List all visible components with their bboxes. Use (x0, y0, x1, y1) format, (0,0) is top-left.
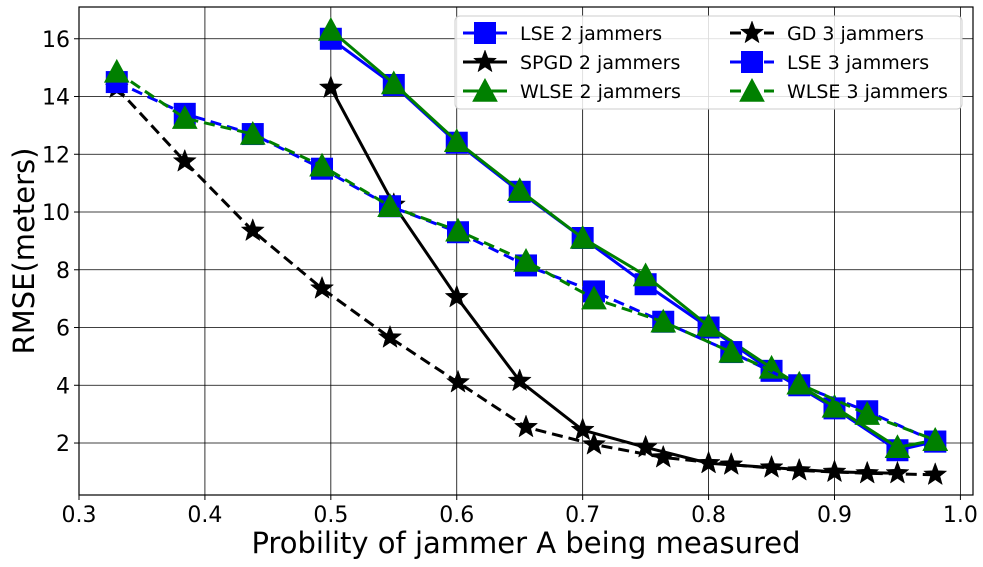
data-point (718, 339, 745, 363)
x-tick-label: 0.3 (62, 503, 97, 528)
data-point (443, 128, 470, 152)
data-point (922, 427, 949, 451)
data-point (309, 152, 335, 177)
y-tick-label: 14 (42, 86, 70, 111)
y-tick-label: 6 (56, 317, 70, 342)
y-tick-label: 4 (56, 374, 70, 399)
data-point (581, 285, 607, 310)
legend-label: SPGD 2 jammers (520, 52, 680, 74)
data-point (695, 313, 722, 337)
data-point (759, 454, 784, 478)
data-point (239, 121, 266, 145)
data-point (822, 459, 847, 483)
data-point (506, 177, 533, 202)
series-spgd-2-jammers (318, 75, 910, 484)
series-line (329, 87, 898, 475)
y-tick-label: 10 (42, 201, 70, 226)
legend-marker (472, 77, 498, 102)
data-point (923, 462, 948, 486)
data-point (444, 284, 469, 308)
data-point (445, 369, 471, 393)
legend-label: LSE 2 jammers (520, 23, 662, 45)
plot-series (103, 17, 949, 486)
data-point (103, 58, 130, 83)
data-point (650, 308, 677, 333)
legend-item: WLSE 2 jammers (463, 77, 681, 103)
data-point (885, 460, 910, 484)
x-tick-label: 0.5 (313, 503, 348, 528)
series-wlse-3-jammers (103, 58, 949, 451)
x-axis-ticks: 0.3 0.4 0.5 0.6 0.7 0.8 0.9 1.0 (62, 495, 978, 528)
y-tick-label: 12 (42, 143, 70, 168)
y-axis-label: RMSE(meters) (7, 148, 41, 355)
data-point (821, 393, 848, 418)
data-point (240, 218, 265, 242)
legend-box (454, 15, 963, 110)
legend-marker (472, 49, 498, 73)
data-point (570, 417, 595, 441)
data-point (507, 368, 532, 392)
legend-label: LSE 3 jammers (787, 52, 929, 74)
legend-label: WLSE 2 jammers (520, 81, 681, 103)
data-point (569, 224, 596, 249)
x-tick-label: 0.7 (565, 503, 600, 528)
data-point (317, 17, 344, 41)
data-point (318, 75, 343, 99)
legend-marker (739, 20, 765, 44)
x-tick-label: 0.8 (691, 503, 726, 528)
data-point (377, 193, 403, 217)
series-gd-3-jammers (104, 75, 948, 486)
legend-marker (739, 77, 765, 102)
data-point (309, 275, 335, 299)
data-point (445, 217, 471, 242)
legend-item: LSE 3 jammers (730, 51, 929, 74)
y-tick-label: 8 (56, 259, 70, 284)
legend-label: GD 3 jammers (787, 23, 924, 45)
x-tick-label: 0.6 (439, 503, 474, 528)
data-point (171, 105, 198, 129)
legend: LSE 2 jammers SPGD 2 jammers WLSE 2 jammer… (454, 15, 963, 110)
y-axis-ticks: 2 4 6 8 10 12 14 16 (42, 28, 79, 457)
data-point (786, 370, 813, 395)
data-point (581, 431, 607, 455)
legend-item: GD 3 jammers (730, 20, 924, 45)
legend-item: SPGD 2 jammers (463, 49, 680, 74)
x-tick-label: 0.9 (817, 503, 852, 528)
y-tick-label: 16 (42, 28, 70, 53)
y-tick-label: 2 (56, 432, 70, 457)
data-point (719, 451, 744, 475)
data-point (633, 434, 658, 458)
legend-label: WLSE 3 jammers (787, 81, 948, 103)
data-point (632, 262, 659, 287)
data-point (884, 434, 911, 459)
legend-item: WLSE 3 jammers (730, 77, 948, 103)
series-wlse-2-jammers (317, 17, 949, 459)
legend-item: LSE 2 jammers (463, 22, 662, 45)
data-point (787, 457, 812, 481)
legend-marker (474, 22, 496, 44)
x-tick-label: 0.4 (187, 503, 222, 528)
data-point (855, 460, 880, 484)
data-point (172, 148, 197, 172)
legend-marker (741, 51, 763, 73)
plot-frame (78, 6, 974, 496)
data-point (854, 401, 881, 425)
data-point (513, 414, 539, 438)
data-point (513, 248, 539, 272)
data-point (377, 324, 403, 348)
x-tick-label: 1.0 (943, 503, 978, 528)
data-point (380, 70, 407, 95)
x-axis-label: Probility of jammer A being measured (251, 526, 800, 560)
data-point (651, 444, 676, 468)
